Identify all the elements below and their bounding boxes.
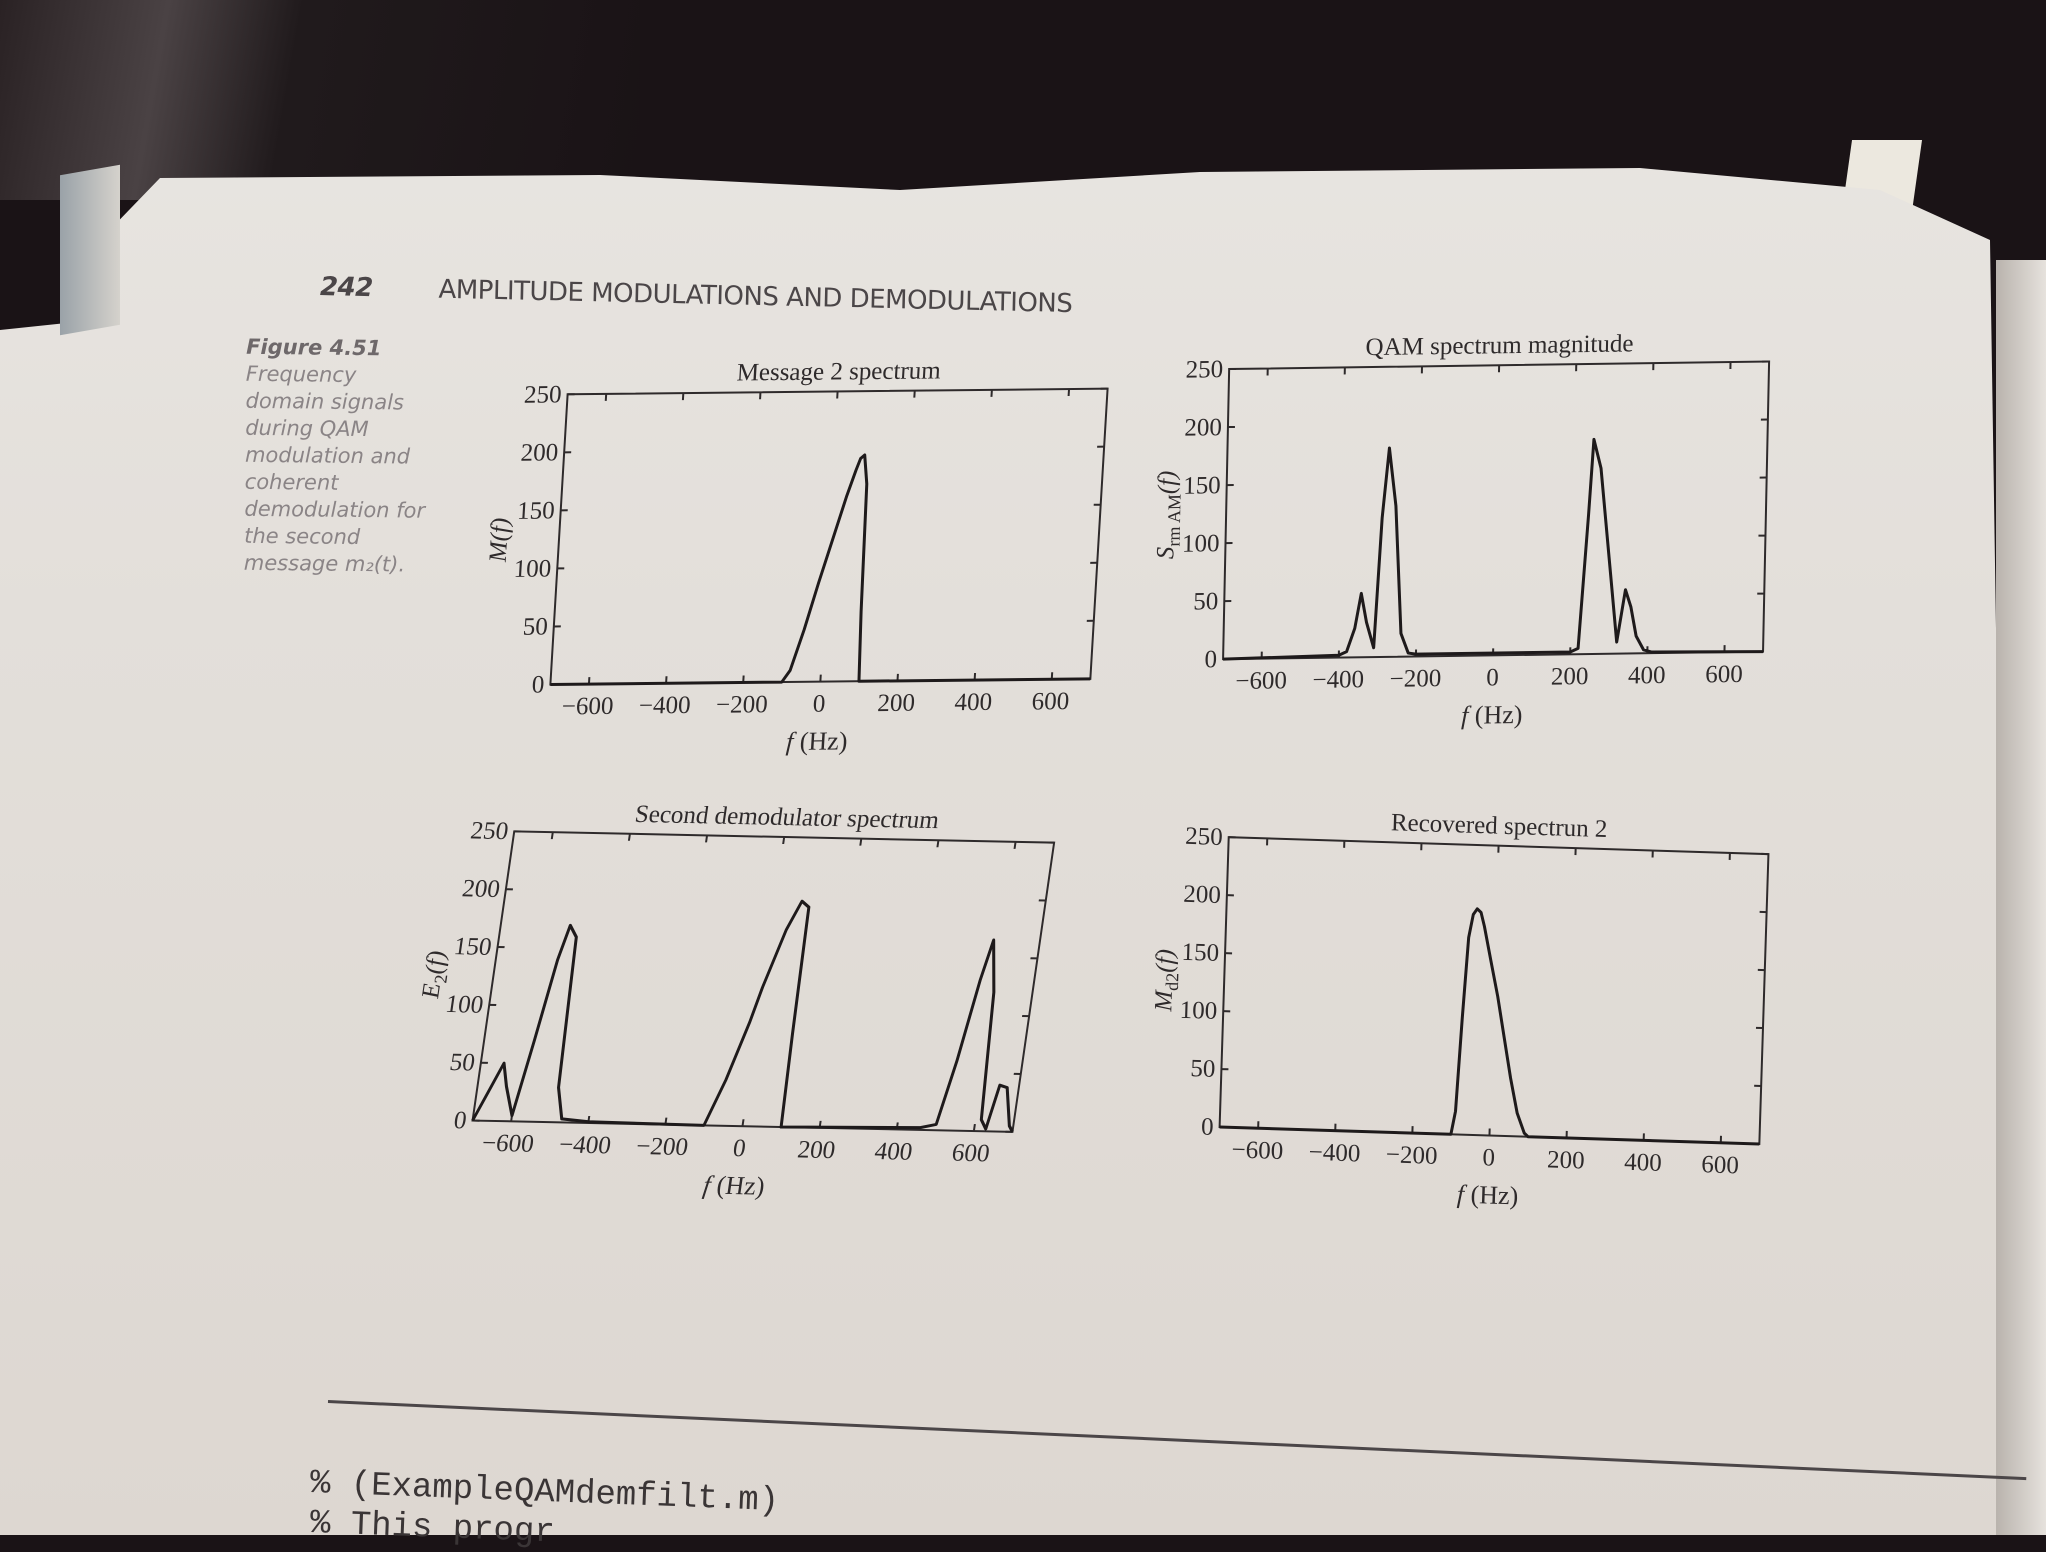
y-tick-label: 0 (1201, 1113, 1214, 1140)
chart-recovered-spectrum: Recovered spectrun 2 −600 −400 −200 0 200 400 6… (1146, 795, 1810, 1260)
y-tick-label: 150 (516, 497, 555, 524)
x-axis-label: f (Hz) (1461, 700, 1523, 730)
y-tick-label: 0 (1204, 646, 1217, 673)
x-tick-label: −600 (1235, 667, 1287, 695)
x-tick-label: −200 (634, 1133, 689, 1161)
x-tick-label: 0 (1482, 1144, 1495, 1171)
x-tick-label: −600 (480, 1130, 535, 1158)
x-tick-label: 400 (1624, 1149, 1662, 1177)
chart-qam-spectrum: QAM spectrum magnitude −600 −400 −200 0 200 40… (1151, 321, 1810, 775)
x-tick-label: 200 (1551, 663, 1589, 691)
chart-title: Second demodulator spectrum (633, 801, 941, 834)
plot-frame (1223, 361, 1769, 659)
caption-line: demodulation for (244, 496, 474, 525)
caption-line: during QAM (245, 415, 475, 444)
x-tick-label: −400 (1312, 666, 1364, 694)
page-edge-right (1996, 260, 2046, 1535)
page-number: 242 (320, 272, 373, 303)
x-tick-label: 400 (873, 1138, 914, 1166)
y-tick-label: 100 (444, 991, 485, 1019)
y-axis-label: M(f) (485, 518, 515, 564)
book-spine-edge (60, 165, 120, 336)
y-tick-label: 200 (460, 875, 501, 903)
x-tick-label: 600 (1031, 688, 1070, 715)
x-tick-label: 0 (812, 691, 826, 718)
y-tick-label: 200 (1184, 414, 1222, 442)
plot-frame (1220, 837, 1769, 1144)
spectrum-curve (550, 452, 1103, 684)
x-tick-label: 200 (877, 690, 916, 717)
x-tick-label: −200 (715, 691, 768, 719)
caption-line: the second (244, 523, 474, 552)
y-axis-label: Srm AM(f) (1152, 470, 1185, 559)
y-tick-label: 100 (1182, 530, 1220, 558)
x-axis-label: f (Hz) (701, 1171, 766, 1201)
x-tick-label: 400 (954, 689, 993, 716)
x-tick-label: 600 (1705, 661, 1743, 689)
x-tick-label: −600 (561, 693, 614, 721)
y-tick-label: 50 (448, 1049, 477, 1076)
x-tick-label: 0 (731, 1135, 747, 1162)
x-tick-label: −400 (557, 1131, 612, 1159)
x-tick-label: 200 (796, 1136, 837, 1164)
x-tick-label: 0 (1486, 664, 1499, 691)
y-tick-label: 150 (452, 933, 493, 961)
y-tick-label: 50 (1193, 588, 1219, 615)
caption-line: coherent (245, 469, 475, 498)
figure-label: Figure 4.51 (246, 334, 476, 363)
chart-title: Message 2 spectrum (736, 357, 942, 386)
chart-title: Recovered spectrun 2 (1391, 809, 1608, 843)
y-tick-label: 150 (1181, 939, 1219, 967)
x-axis-label: f (Hz) (785, 726, 848, 756)
y-tick-label: 0 (452, 1107, 468, 1134)
y-tick-label: 200 (1183, 881, 1221, 909)
caption-line: domain signals (245, 388, 475, 417)
x-tick-label: −200 (1385, 1141, 1437, 1170)
y-tick-label: 100 (513, 555, 552, 582)
y-tick-label: 250 (469, 818, 510, 846)
y-tick-label: 0 (531, 672, 545, 699)
x-tick-label: 400 (1628, 662, 1666, 690)
x-tick-label: −400 (1308, 1139, 1360, 1168)
y-tick-label: 200 (520, 439, 559, 466)
figure-caption: Figure 4.51 Frequency domain signals dur… (244, 334, 477, 579)
caption-line: Frequency (246, 361, 476, 390)
chart-message2-spectrum: Message 2 spectrum −600 −400 −200 0 200 400 600… (474, 348, 1150, 800)
y-tick-label: 250 (1185, 823, 1223, 851)
chart-second-demodulator-spectrum: Second demodulator spectrum −600 −400 −200 0… (386, 790, 1100, 1247)
y-tick-label: 100 (1179, 997, 1217, 1025)
x-tick-label: 600 (950, 1140, 991, 1168)
y-tick-label: 50 (522, 614, 549, 641)
x-tick-label: 600 (1701, 1151, 1739, 1179)
x-tick-label: −200 (1389, 665, 1441, 693)
x-tick-label: 200 (1547, 1146, 1585, 1174)
caption-line: modulation and (245, 442, 475, 471)
caption-line: message m₂(t). (244, 550, 474, 579)
spectrum-curve (1223, 437, 1767, 659)
y-tick-label: 150 (1183, 472, 1221, 500)
y-tick-label: 250 (523, 381, 562, 408)
y-tick-label: 250 (1185, 356, 1223, 384)
x-axis-label: f (Hz) (1456, 1180, 1518, 1211)
y-axis-label: Md2(f) (1150, 949, 1183, 1013)
x-tick-label: −600 (1231, 1136, 1283, 1165)
plot-frame (550, 389, 1107, 685)
y-tick-label: 50 (1190, 1055, 1216, 1083)
code-line-2: % This progr (309, 1505, 555, 1552)
chart-title: QAM spectrum magnitude (1365, 330, 1633, 361)
x-tick-label: −400 (638, 692, 691, 720)
spectrum-curve (1220, 901, 1767, 1144)
spectrum-curve (473, 895, 1045, 1132)
